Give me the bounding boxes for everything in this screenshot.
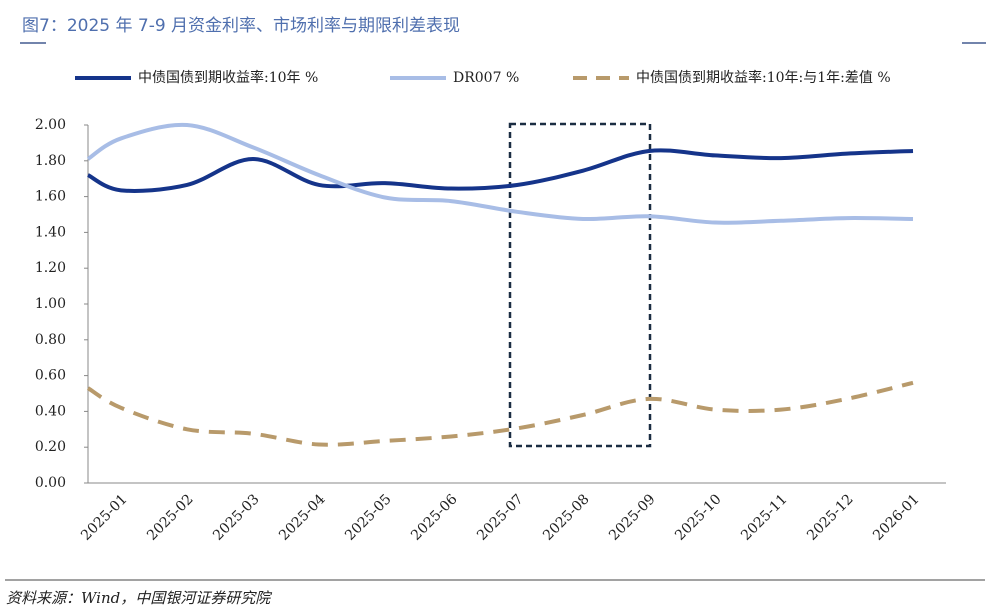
chart-title: 图7：2025 年 7-9 月资金利率、市场利率与期限利差表现: [22, 16, 460, 36]
y-tick-label: 1.40: [35, 224, 66, 240]
legend-label: DR007 %: [453, 70, 519, 86]
series-line: [87, 148, 914, 193]
series-line: [86, 122, 914, 225]
y-tick-label: 1.00: [35, 296, 66, 312]
y-tick-label: 0.40: [35, 403, 66, 419]
x-tick-label: 2025-03: [210, 491, 262, 543]
x-tick-label: 2025-01: [78, 491, 130, 543]
x-tick-label: 2025-06: [408, 491, 461, 544]
source-note: 资料来源：Wind，中国银河证券研究院: [6, 589, 272, 607]
x-tick-label: 2025-04: [276, 491, 329, 544]
series-line: [86, 380, 914, 447]
x-tick-label: 2025-12: [804, 491, 856, 543]
y-tick-label: 0.20: [35, 439, 66, 455]
y-tick-label: 2.00: [35, 117, 66, 133]
highlight-box: [508, 122, 652, 448]
y-tick-label: 0.60: [35, 368, 66, 384]
legend-label: 中债国债到期收益率:10年 %: [138, 69, 318, 86]
x-tick-label: 2025-08: [540, 491, 592, 543]
y-tick-label: 0.80: [35, 332, 66, 348]
y-tick-label: 1.80: [35, 153, 66, 169]
y-tick-label: 0.00: [35, 475, 66, 491]
x-tick-label: 2025-02: [144, 491, 196, 543]
y-tick-label: 1.60: [35, 189, 66, 205]
x-tick-label: 2026-01: [870, 491, 922, 543]
x-tick-label: 2025-07: [474, 491, 526, 543]
x-tick-label: 2025-10: [672, 491, 724, 543]
x-tick-label: 2025-05: [342, 491, 394, 543]
y-tick-label: 1.20: [35, 260, 66, 276]
x-tick-label: 2025-09: [606, 491, 658, 543]
legend-label: 中债国债到期收益率:10年:与1年:差值 %: [636, 69, 891, 86]
x-tick-label: 2025-11: [738, 491, 790, 543]
